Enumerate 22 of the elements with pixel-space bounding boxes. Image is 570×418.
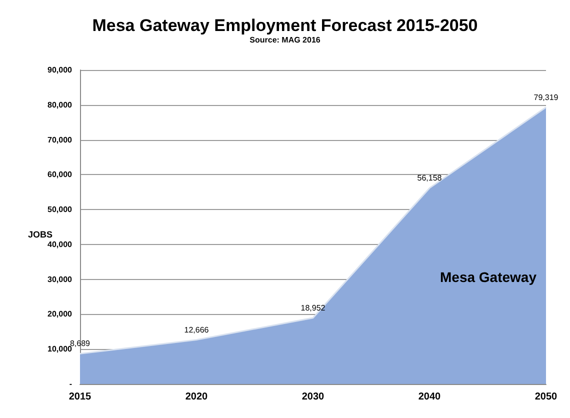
x-tick-label: 2040 xyxy=(418,392,442,402)
y-tick-label: 90,000 xyxy=(48,66,73,74)
y-tick-label: 40,000 xyxy=(48,240,73,249)
y-tick-label: 60,000 xyxy=(48,170,73,180)
chart-subtitle: Source: MAG 2016 xyxy=(250,36,321,44)
x-tick-label: 2050 xyxy=(534,392,558,402)
data-label: 12,666 xyxy=(184,325,210,334)
y-tick-label: 20,000 xyxy=(48,310,73,319)
chart-title: Mesa Gateway Employment Forecast 2015-2050 xyxy=(92,16,478,35)
y-tick-label: 50,000 xyxy=(48,205,73,214)
data-label: 18,952 xyxy=(300,303,326,312)
x-tick-label: 2015 xyxy=(68,392,92,402)
y-axis-title: JOBS xyxy=(28,230,53,240)
y-tick-label: 30,000 xyxy=(48,274,73,284)
y-tick-label: 70,000 xyxy=(48,135,73,144)
y-tick-label: 80,000 xyxy=(48,100,73,110)
data-label: 56,158 xyxy=(417,174,442,183)
x-tick-label: 2030 xyxy=(302,392,325,402)
data-label: 79,319 xyxy=(534,92,559,102)
series-label: Mesa Gateway xyxy=(440,269,537,285)
x-tick-label: 2020 xyxy=(185,392,208,402)
y-tick-label: - xyxy=(69,380,72,388)
